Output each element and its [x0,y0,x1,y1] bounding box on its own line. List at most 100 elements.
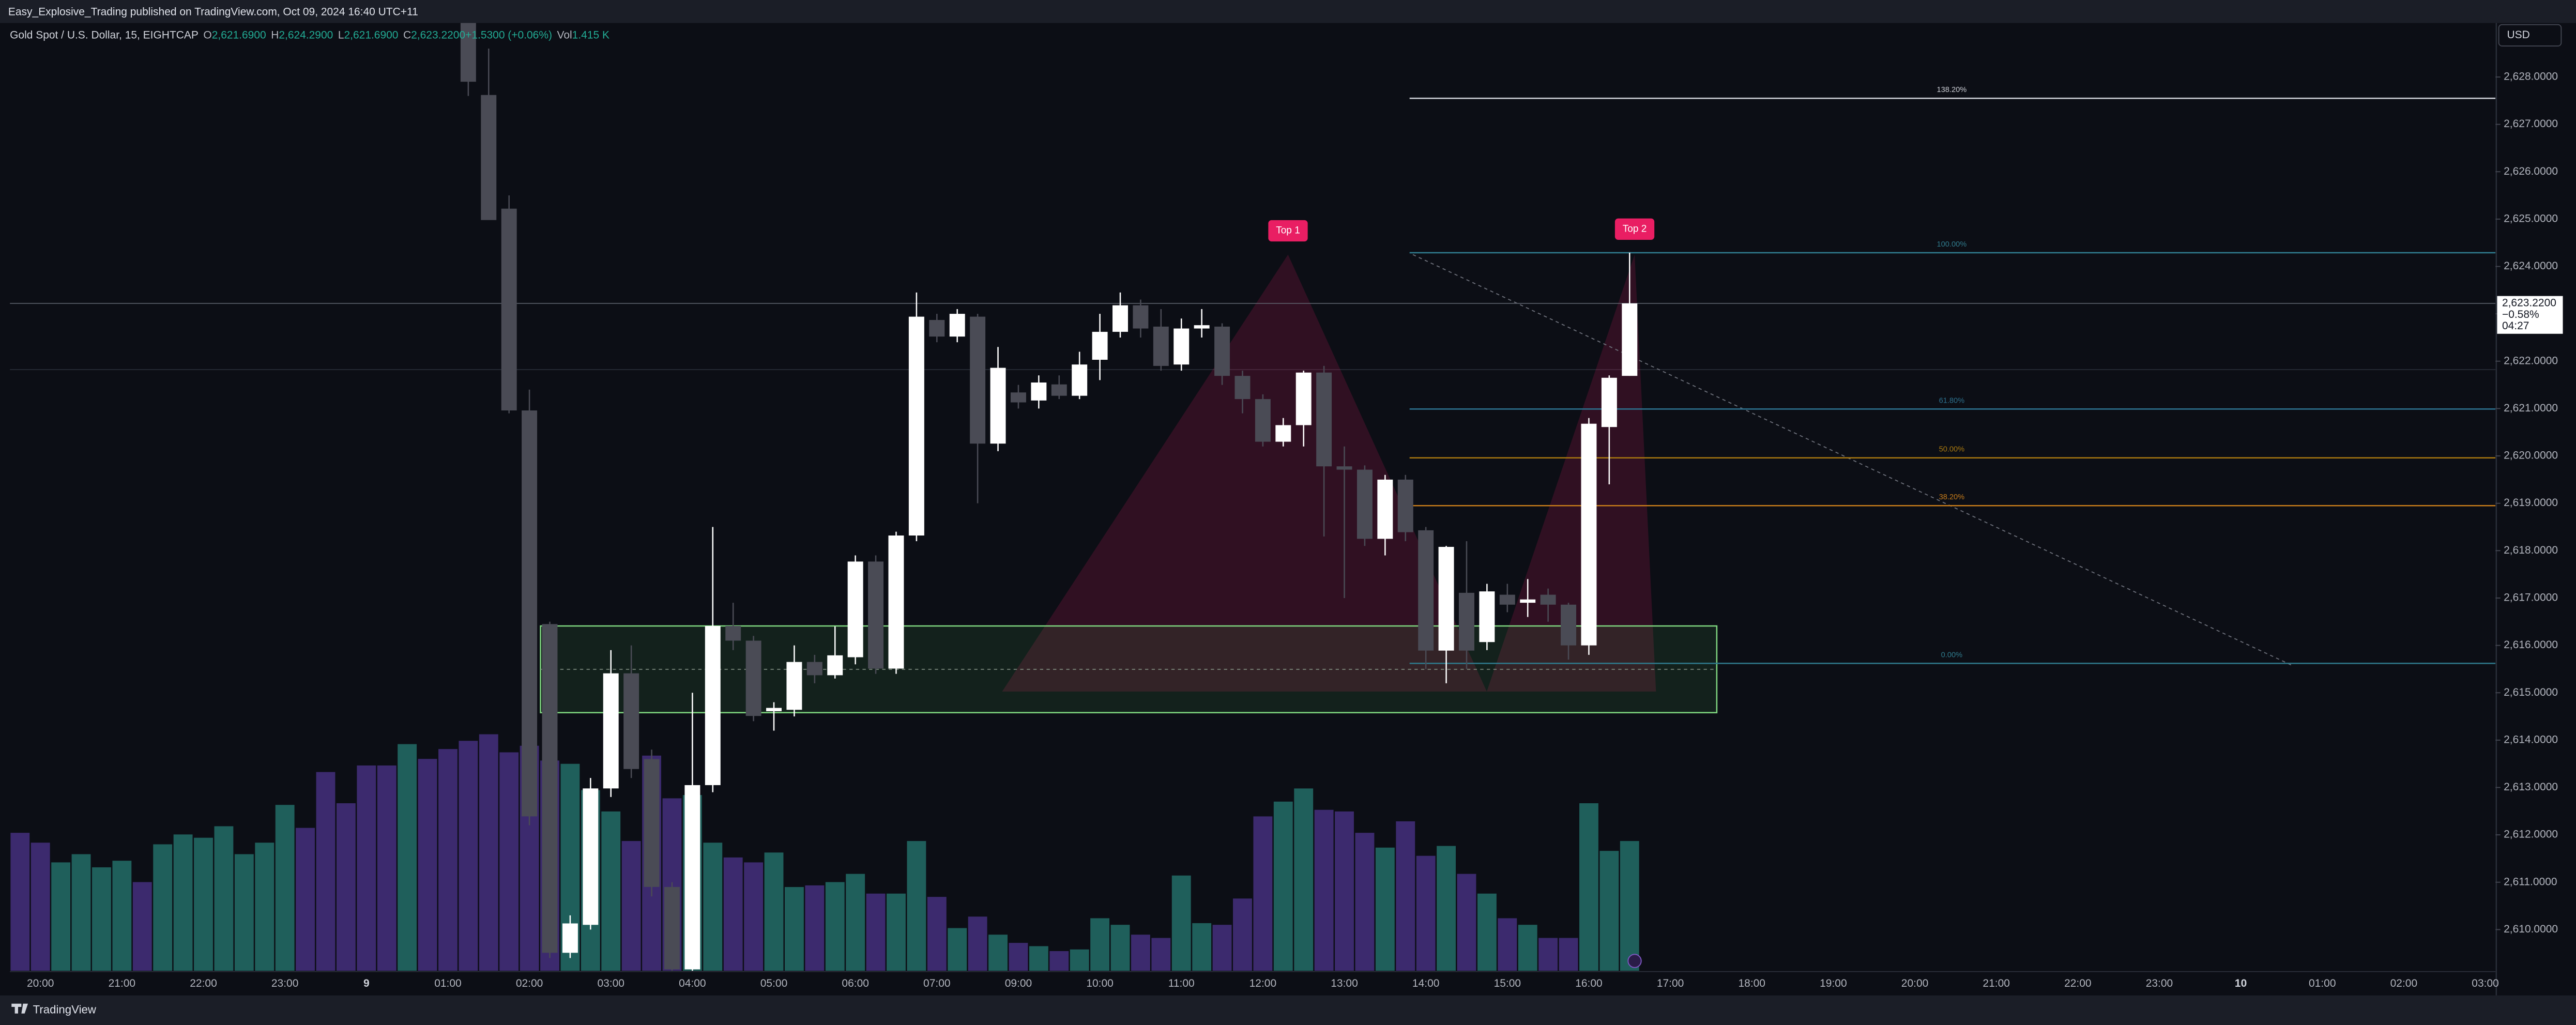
event-icon[interactable] [1627,954,1642,968]
volume-bar [275,805,295,971]
y-tick-label: 2,613.0000 [2504,781,2558,793]
fib-label: 50.00% [1939,446,1965,454]
candle-body [929,320,945,337]
volume-bar [234,854,254,971]
volume-bar [377,765,397,971]
volume-bar [1253,816,1273,971]
volume-bar [1314,809,1334,971]
volume-bar [1335,811,1354,971]
x-tick-label: 21:00 [1983,977,2009,989]
candle-body [1377,479,1393,539]
y-tick-label: 2,614.0000 [2504,733,2558,745]
legend-value: 2,624.2900 [279,29,333,41]
candle-body [603,673,619,789]
last-price-label: 2,623.2200 [2502,297,2556,309]
volume-bar [1110,925,1130,971]
candle-body [705,626,721,785]
last-price-box [2497,296,2563,334]
candle-body [908,316,924,536]
y-tick-label: 2,616.0000 [2504,639,2558,651]
candle-body [847,561,863,657]
volume-bar [723,857,743,971]
volume-bar [296,828,315,971]
x-tick-label: 03:00 [2472,977,2498,989]
x-tick-label: 22:00 [2064,977,2091,989]
volume-bar [1498,918,1517,971]
volume-bar [1559,938,1578,971]
candle-body [1520,599,1536,603]
candle-body [583,788,599,925]
candle-body [460,23,476,82]
y-tick-label: 2,618.0000 [2504,544,2558,556]
candle-body [623,673,639,769]
volume-bar [31,843,50,971]
volume-bar [1233,898,1252,971]
currency[interactable]: USD [2507,29,2529,41]
volume-bar [438,749,458,971]
candle-body [1601,377,1617,427]
volume-bar [214,826,234,971]
x-tick-label: 23:00 [271,977,298,989]
currency-button[interactable] [2498,24,2562,47]
volume-bar [194,837,213,971]
last-price-countdown: 04:27 [2502,320,2529,332]
candle-body [1092,331,1108,360]
volume-bar [398,744,417,971]
volume-bar [1171,875,1191,971]
candle-body [786,662,802,710]
volume-bar [357,765,376,971]
legend-value: 2,621.6900 [344,29,399,41]
volume-bar [1070,949,1089,971]
candle-body [1255,399,1271,442]
volume-bar [1212,925,1232,971]
volume-bar [459,741,478,971]
candle-body [1499,594,1515,605]
candle-body [1214,326,1230,376]
x-tick-label: 13:00 [1331,977,1358,989]
volume-bar [846,874,865,971]
candle-body [766,708,782,711]
y-tick-label: 2,620.0000 [2504,450,2558,462]
volume-bar [601,811,621,971]
brand-logo [11,1003,28,1014]
x-tick-label: 21:00 [109,977,135,989]
x-tick-label: 07:00 [923,977,950,989]
candle-body [1479,591,1495,642]
volume-bar [1416,855,1436,971]
volume-bar [1518,925,1537,971]
top1-badge [1268,220,1308,242]
top2-label: Top 2 [1623,223,1647,234]
candle-body [1051,384,1067,396]
fib-label: 100.00% [1937,240,1967,249]
y-tick-label: 2,621.0000 [2504,402,2558,414]
volume-bar [1355,833,1375,971]
volume-bar [112,861,132,971]
x-tick-label: 23:00 [2146,977,2173,989]
volume-bar [825,882,845,971]
candle-body [1356,469,1373,539]
legend-key: H [271,29,279,41]
volume-bar [1131,935,1150,971]
candle-body [1316,372,1332,467]
candle-body [501,208,517,411]
volume-bar [479,734,498,971]
candle-body [806,662,822,676]
candle-body [481,95,497,220]
x-tick-label: 01:00 [434,977,461,989]
y-tick-label: 2,615.0000 [2504,686,2558,698]
trend-line [1412,254,2292,666]
volume-bar [1049,951,1069,971]
volume-bar [968,916,987,971]
x-tick-label: 14:00 [1412,977,1439,989]
volume-bar [621,841,641,971]
brand: TradingView [33,1003,97,1016]
y-tick-label: 2,627.0000 [2504,118,2558,130]
candle-body [745,640,761,716]
volume-bar [418,759,437,971]
legend-key: Vol [557,29,572,41]
x-tick-label: 9 [363,977,370,989]
candle-body [1418,530,1434,651]
volume-bar [948,928,967,971]
legend-value: 1.415 K [572,29,609,41]
